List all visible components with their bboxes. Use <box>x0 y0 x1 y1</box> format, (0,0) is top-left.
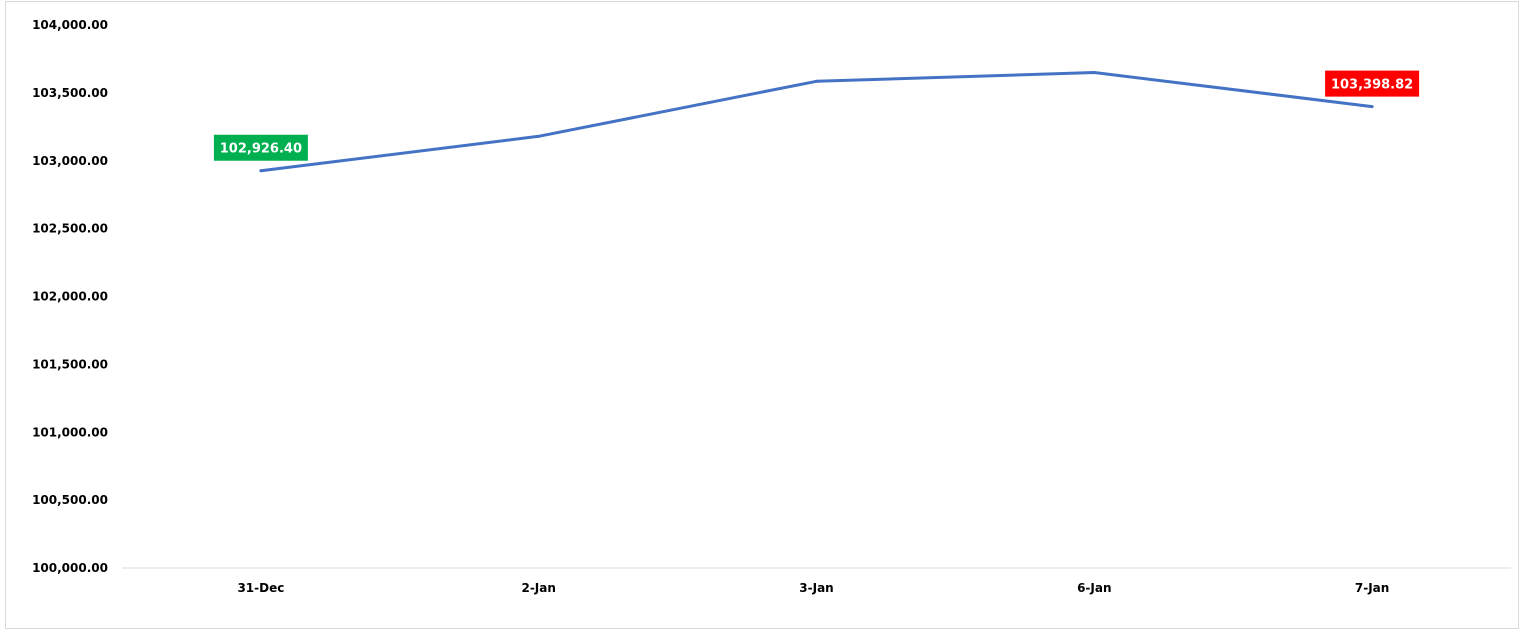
data-label-text: 103,398.82 <box>1331 78 1413 93</box>
y-tick-label: 100,000.00 <box>32 561 108 575</box>
data-labels: 102,926.40 103,398.82 <box>213 70 1420 161</box>
data-point <box>259 169 263 173</box>
data-label-box <box>1325 70 1420 97</box>
y-axis-tick-labels: 100,000.00 100,500.00 101,000.00 101,500.00… <box>32 18 108 575</box>
y-tick-label: 103,000.00 <box>32 154 108 168</box>
data-label-text: 102,926.40 <box>220 142 302 157</box>
x-tick-label: 2-Jan <box>521 581 555 595</box>
data-point <box>1092 71 1096 75</box>
x-tick-label: 7-Jan <box>1355 581 1389 595</box>
y-tick-label: 104,000.00 <box>32 18 108 32</box>
data-point <box>1370 105 1374 109</box>
data-label-box <box>213 134 308 161</box>
y-tick-label: 101,500.00 <box>32 357 108 371</box>
y-tick-label: 102,500.00 <box>32 222 108 236</box>
data-points <box>259 71 1374 173</box>
chart-frame <box>5 1 1519 629</box>
x-axis-tick-labels: 31-Dec 2-Jan 3-Jan 6-Jan 7-Jan <box>237 581 1389 595</box>
x-tick-label: 31-Dec <box>237 581 284 595</box>
x-tick-label: 3-Jan <box>799 581 833 595</box>
y-tick-label: 100,500.00 <box>32 493 108 507</box>
x-tick-label: 6-Jan <box>1077 581 1111 595</box>
data-label: 103,398.82 <box>1325 70 1420 97</box>
series-line <box>259 71 1374 173</box>
y-tick-label: 103,500.00 <box>32 86 108 100</box>
data-point <box>815 79 818 83</box>
y-tick-label: 102,000.00 <box>32 290 108 304</box>
data-label: 102,926.40 <box>213 134 308 161</box>
y-tick-label: 101,000.00 <box>32 425 108 439</box>
data-point <box>537 134 541 138</box>
